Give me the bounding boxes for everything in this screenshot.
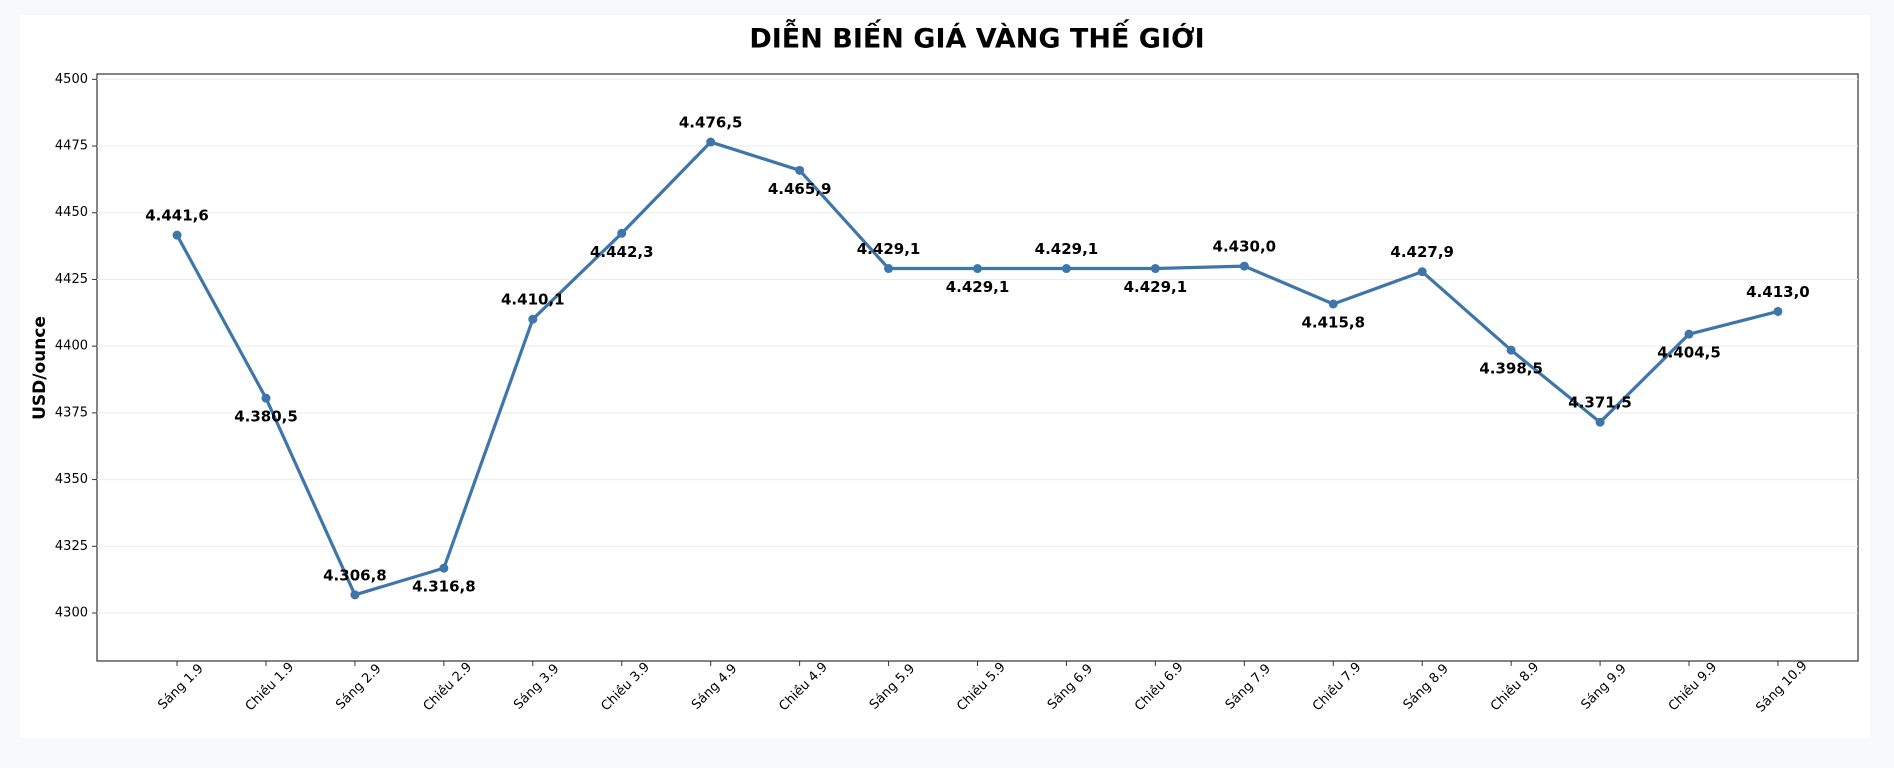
data-label: 4.404,5: [1657, 344, 1721, 362]
data-label: 4.371,5: [1568, 394, 1632, 412]
data-label: 4.429,1: [946, 278, 1010, 296]
data-point: [1595, 417, 1605, 427]
data-label: 4.429,1: [857, 240, 921, 258]
data-point: [706, 137, 716, 147]
y-tick-label: 4400: [55, 339, 88, 354]
y-tick-label: 4375: [55, 405, 88, 420]
data-point: [1506, 345, 1516, 355]
data-point: [1417, 267, 1427, 277]
data-point: [1773, 306, 1783, 316]
y-tick-label: 4325: [55, 539, 88, 554]
data-point: [795, 165, 805, 175]
data-point: [439, 563, 449, 573]
data-label: 4.415,8: [1301, 313, 1365, 331]
data-point: [1150, 264, 1160, 274]
data-point: [884, 264, 894, 274]
data-label: 4.427,9: [1390, 243, 1454, 261]
data-label: 4.316,8: [412, 578, 476, 596]
y-tick-label: 4425: [55, 272, 88, 287]
data-label: 4.441,6: [145, 207, 209, 225]
data-point: [1239, 261, 1249, 271]
data-point: [350, 590, 360, 600]
y-axis-label: USD/ounce: [30, 316, 50, 420]
data-point: [528, 314, 538, 324]
data-label: 4.429,1: [1035, 240, 1099, 258]
data-point: [1061, 264, 1071, 274]
data-label: 4.476,5: [679, 114, 743, 132]
data-label: 4.430,0: [1213, 238, 1277, 256]
data-label: 4.398,5: [1479, 360, 1543, 378]
data-label: 4.429,1: [1124, 278, 1188, 296]
chart-title: DIỄN BIẾN GIÁ VÀNG THẾ GIỚI: [749, 19, 1204, 55]
data-point: [1328, 299, 1338, 309]
data-label: 4.410,1: [501, 291, 565, 309]
data-point: [261, 393, 271, 403]
y-tick-label: 4450: [55, 205, 88, 220]
y-tick-label: 4350: [55, 472, 88, 487]
card: [20, 15, 1870, 738]
y-tick-label: 4300: [55, 605, 88, 620]
data-label: 4.413,0: [1746, 283, 1810, 301]
y-tick-label: 4500: [55, 72, 88, 87]
data-point: [973, 264, 982, 274]
data-label: 4.442,3: [590, 243, 654, 261]
data-point: [172, 230, 182, 240]
y-tick-label: 4475: [55, 139, 88, 154]
data-label: 4.380,5: [234, 408, 298, 426]
data-label: 4.306,8: [323, 566, 387, 584]
data-label: 4.465,9: [768, 180, 832, 198]
data-point: [1684, 329, 1694, 339]
data-point: [617, 228, 627, 238]
